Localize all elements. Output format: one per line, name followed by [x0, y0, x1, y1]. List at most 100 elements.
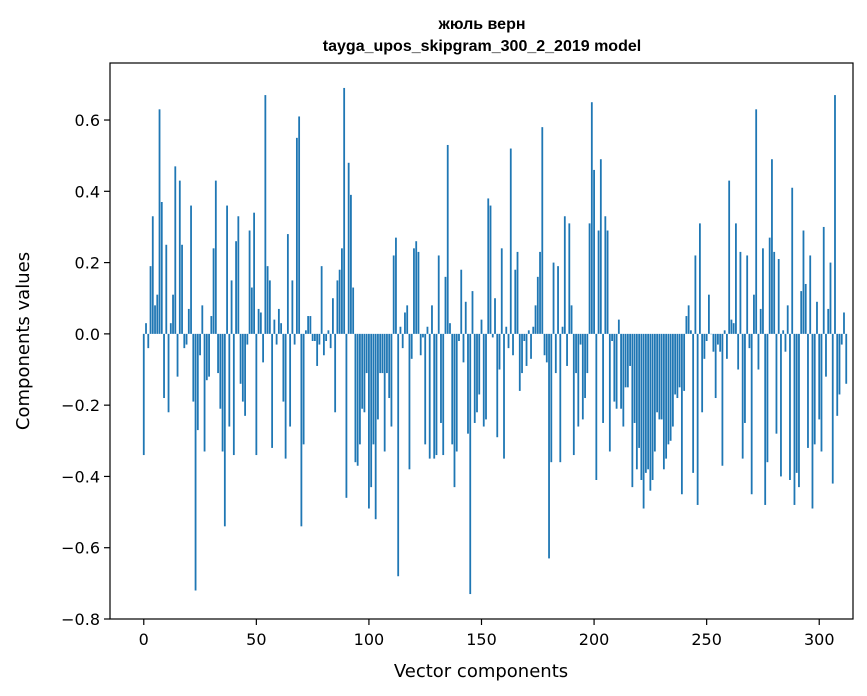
bar — [498, 333, 501, 370]
y-tick-label: 0.0 — [75, 325, 100, 344]
bar — [615, 333, 618, 409]
bar — [284, 333, 287, 459]
bar — [577, 333, 580, 427]
bar — [437, 255, 440, 334]
bar — [428, 333, 431, 459]
bar — [158, 109, 161, 334]
bar — [327, 330, 330, 334]
bar — [822, 226, 825, 334]
bar — [705, 333, 708, 341]
bar — [379, 333, 382, 374]
bar — [381, 333, 384, 374]
bar — [169, 323, 172, 334]
bar — [277, 308, 280, 334]
x-tick-label: 300 — [804, 630, 835, 649]
bar — [302, 333, 305, 445]
bar — [818, 333, 821, 420]
y-axis-ticks: −0.8 −0.6 −0.4 −0.2 0.0 0.2 0.4 0.6 — [61, 111, 110, 629]
bar — [676, 333, 679, 399]
bar — [494, 298, 496, 334]
bar — [196, 333, 199, 431]
bar — [336, 280, 339, 334]
y-axis-label: Components values — [13, 252, 34, 430]
bar — [687, 305, 690, 334]
bar — [217, 333, 219, 374]
bar — [194, 333, 197, 591]
bar — [190, 205, 192, 334]
bar — [253, 212, 255, 334]
bar — [395, 237, 397, 334]
bar — [332, 298, 334, 334]
bar — [172, 294, 174, 334]
bar — [575, 333, 577, 374]
bar — [149, 266, 152, 334]
bar — [608, 333, 611, 452]
bar — [464, 301, 467, 334]
bar — [406, 305, 409, 334]
bar — [347, 162, 350, 334]
bar — [820, 333, 823, 452]
bar — [487, 198, 490, 334]
bar — [431, 305, 433, 334]
bar — [730, 319, 733, 334]
y-tick-label: 0.4 — [75, 182, 100, 201]
bar — [579, 333, 582, 345]
bar — [471, 291, 474, 334]
x-tick-label: 100 — [354, 630, 385, 649]
bar — [259, 312, 262, 334]
bar — [228, 333, 231, 427]
bar — [674, 333, 677, 395]
bar — [458, 333, 460, 341]
bar — [268, 280, 271, 334]
bar — [496, 333, 499, 438]
bar — [563, 216, 566, 334]
bar — [444, 276, 447, 334]
bar — [210, 316, 213, 334]
bar — [717, 333, 719, 345]
bar — [813, 333, 816, 445]
bar — [620, 333, 622, 409]
bar — [588, 223, 591, 334]
bar — [590, 102, 593, 334]
bar — [771, 159, 773, 334]
bar — [543, 333, 546, 356]
bar — [449, 323, 451, 334]
bar — [777, 259, 780, 334]
bar — [453, 333, 456, 488]
bar — [633, 333, 636, 423]
bar — [595, 333, 598, 480]
bar — [516, 251, 519, 334]
bar — [795, 333, 798, 473]
bar — [712, 333, 715, 352]
bar — [280, 323, 283, 334]
bar — [424, 333, 427, 445]
bar — [390, 333, 393, 427]
bar — [372, 333, 375, 445]
bar — [602, 333, 604, 423]
bar — [365, 333, 368, 374]
bar — [759, 308, 762, 334]
bar — [298, 116, 301, 334]
bar — [644, 333, 647, 473]
bar — [489, 205, 492, 334]
bar — [174, 166, 177, 334]
bar — [244, 333, 246, 416]
chart-title-line-2: tayga_upos_skipgram_300_2_2019 model — [323, 38, 641, 55]
bar — [248, 230, 251, 334]
bar — [354, 333, 357, 463]
bar — [762, 248, 764, 334]
bar — [363, 333, 366, 413]
bar — [721, 333, 724, 466]
bar — [723, 330, 726, 334]
bar — [482, 333, 485, 427]
bar — [322, 333, 325, 356]
bar — [523, 333, 526, 341]
bar — [728, 180, 731, 334]
bar — [552, 262, 555, 334]
bar — [755, 109, 758, 334]
bar — [334, 333, 337, 413]
bar — [703, 333, 706, 359]
bar — [163, 333, 165, 399]
bar — [737, 333, 740, 370]
